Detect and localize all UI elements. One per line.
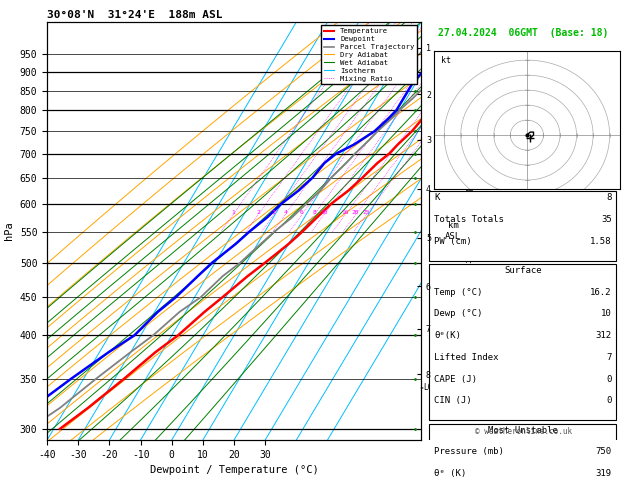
- Text: 1.58: 1.58: [591, 237, 612, 246]
- Text: 6: 6: [300, 209, 304, 215]
- Text: Temp (°C): Temp (°C): [435, 288, 483, 296]
- Text: Most Unstable: Most Unstable: [488, 426, 558, 434]
- Text: 35: 35: [601, 215, 612, 224]
- X-axis label: Dewpoint / Temperature (°C): Dewpoint / Temperature (°C): [150, 465, 318, 475]
- Text: Surface: Surface: [504, 266, 542, 275]
- Text: Pressure (mb): Pressure (mb): [435, 447, 504, 456]
- Bar: [429, 264, 616, 420]
- Text: 10: 10: [601, 310, 612, 318]
- Text: K: K: [435, 193, 440, 202]
- Text: 16: 16: [342, 209, 349, 215]
- Text: © weatheronline.co.uk: © weatheronline.co.uk: [475, 427, 572, 435]
- Text: 319: 319: [596, 469, 612, 478]
- Text: Mixing Ratio (g/kg): Mixing Ratio (g/kg): [465, 183, 474, 278]
- Text: kt: kt: [441, 56, 451, 65]
- Bar: [429, 423, 616, 486]
- Text: 2: 2: [257, 209, 260, 215]
- Text: 27.04.2024  06GMT  (Base: 18): 27.04.2024 06GMT (Base: 18): [438, 28, 608, 38]
- Text: 25: 25: [362, 209, 370, 215]
- Text: θᵉ (K): θᵉ (K): [435, 469, 467, 478]
- Y-axis label: hPa: hPa: [4, 222, 14, 240]
- Text: 750: 750: [596, 447, 612, 456]
- Text: 0: 0: [606, 397, 612, 405]
- Text: 30°08'N  31°24'E  188m ASL: 30°08'N 31°24'E 188m ASL: [47, 10, 223, 20]
- Text: Dewp (°C): Dewp (°C): [435, 310, 483, 318]
- Text: 8: 8: [313, 209, 316, 215]
- Text: CAPE (J): CAPE (J): [435, 375, 477, 383]
- Text: 10: 10: [320, 209, 328, 215]
- Text: Lifted Index: Lifted Index: [435, 353, 499, 362]
- Text: 20: 20: [352, 209, 359, 215]
- Text: 0: 0: [606, 375, 612, 383]
- Text: CIN (J): CIN (J): [435, 397, 472, 405]
- Text: 312: 312: [596, 331, 612, 340]
- Text: 8: 8: [606, 193, 612, 202]
- Text: PW (cm): PW (cm): [435, 237, 472, 246]
- Text: 16.2: 16.2: [591, 288, 612, 296]
- Text: LCL: LCL: [424, 383, 438, 393]
- Text: θᵉ(K): θᵉ(K): [435, 331, 461, 340]
- Text: 3: 3: [272, 209, 276, 215]
- Text: 1: 1: [231, 209, 235, 215]
- Text: Totals Totals: Totals Totals: [435, 215, 504, 224]
- Bar: [429, 191, 616, 260]
- Text: 4: 4: [283, 209, 287, 215]
- Text: 7: 7: [606, 353, 612, 362]
- Legend: Temperature, Dewpoint, Parcel Trajectory, Dry Adiabat, Wet Adiabat, Isotherm, Mi: Temperature, Dewpoint, Parcel Trajectory…: [321, 25, 418, 85]
- Y-axis label: km
ASL: km ASL: [445, 221, 461, 241]
